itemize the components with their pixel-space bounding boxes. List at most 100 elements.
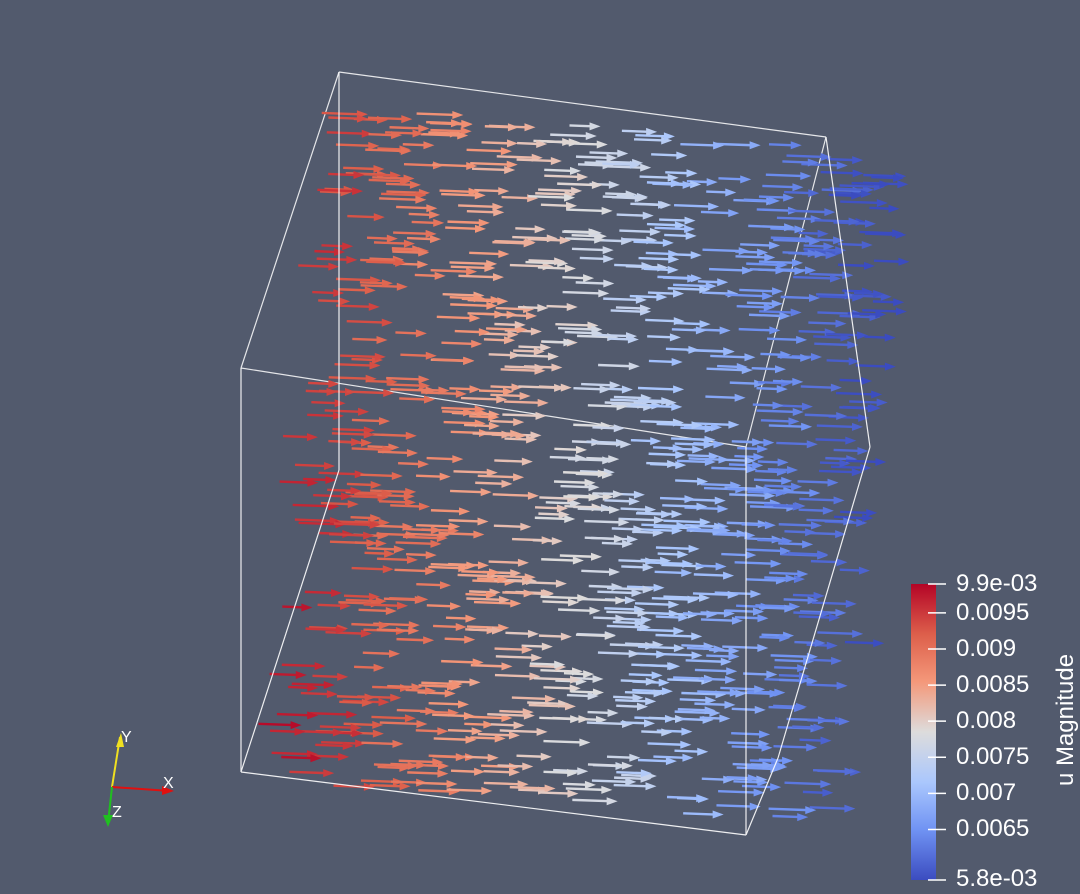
vector-arrow	[837, 241, 873, 250]
axis-z-arrowhead	[103, 815, 113, 827]
vector-arrow	[430, 267, 478, 276]
vector-arrow	[354, 539, 387, 548]
vector-arrow	[673, 282, 717, 291]
vector-arrow	[835, 390, 883, 399]
vector-arrow	[799, 736, 832, 745]
vector-arrow	[758, 604, 796, 613]
vector-arrow	[783, 596, 819, 605]
vector-arrow	[820, 169, 864, 178]
vector-arrow	[490, 573, 536, 582]
vector-arrow	[720, 685, 766, 694]
vector-arrow	[453, 468, 498, 477]
vector-arrow	[716, 802, 761, 811]
vector-arrow	[646, 221, 686, 230]
vector-arrow	[562, 274, 595, 283]
vector-arrow	[352, 335, 388, 344]
vector-arrow	[621, 563, 654, 572]
vector-arrow	[648, 450, 687, 459]
vector-arrow	[560, 483, 600, 492]
vector-arrow	[279, 478, 319, 487]
vector-arrow	[770, 225, 806, 234]
vector-arrow	[699, 714, 731, 723]
vector-arrow	[637, 644, 685, 653]
vector-arrow	[598, 362, 640, 371]
vector-arrow	[314, 248, 346, 257]
vector-arrow	[411, 218, 445, 227]
vector-arrow	[430, 507, 471, 516]
vector-arrow	[360, 471, 403, 480]
vector-arrow	[748, 311, 791, 320]
vector-arrow	[428, 564, 470, 573]
vector-arrow	[436, 314, 481, 323]
vector-arrow	[618, 516, 665, 525]
vector-arrow	[793, 609, 832, 618]
vector-arrow	[317, 601, 352, 610]
vector-arrow	[571, 246, 614, 255]
vector-arrow	[481, 139, 519, 148]
vector-arrow	[566, 206, 613, 215]
vector-arrow	[394, 567, 437, 576]
vector-arrow	[734, 614, 769, 623]
vector-arrow	[458, 273, 504, 282]
vector-arrow	[541, 338, 575, 347]
vector-arrow	[373, 239, 415, 248]
vector-arrow	[577, 505, 621, 514]
vector-arrow	[340, 352, 386, 361]
vector-arrow	[847, 310, 887, 319]
vector-arrow	[799, 496, 845, 505]
vector-arrow	[774, 664, 809, 673]
vector-arrow	[873, 257, 910, 266]
vector-arrow	[826, 156, 864, 165]
vector-arrow	[696, 562, 727, 571]
vector-arrow	[637, 757, 677, 766]
vector-arrow	[541, 556, 584, 565]
vector-arrow	[621, 127, 658, 136]
vector-arrow	[318, 297, 351, 306]
vector-arrow	[553, 478, 596, 487]
vector-arrow	[563, 493, 600, 502]
vector-arrow	[753, 476, 793, 485]
vector-arrow	[304, 588, 343, 597]
vector-arrow	[461, 568, 500, 577]
vector-arrow	[575, 279, 615, 288]
vector-arrow	[321, 242, 354, 251]
vector-arrow	[654, 568, 693, 577]
vector-arrow	[641, 728, 673, 737]
vector-arrow	[640, 556, 672, 565]
vector-arrow	[837, 261, 875, 270]
vector-arrow	[572, 797, 618, 806]
vector-arrow	[758, 193, 795, 202]
vector-arrow	[566, 692, 599, 701]
vector-arrow	[665, 169, 698, 178]
vector-arrow	[701, 775, 735, 784]
vector-arrow	[338, 286, 376, 295]
vector-arrow	[543, 768, 579, 777]
vector-arrow	[442, 119, 473, 128]
vector-arrow	[472, 430, 513, 439]
vector-arrow	[499, 708, 534, 717]
vector-arrow	[542, 598, 580, 607]
vector-arrow	[700, 209, 740, 218]
vector-arrow	[528, 257, 566, 266]
vector-arrow	[613, 693, 644, 702]
vector-arrow	[616, 769, 652, 778]
vector-arrow	[395, 539, 442, 548]
vector-arrow	[393, 229, 437, 238]
vector-arrow	[447, 727, 483, 736]
vector-arrow	[729, 379, 766, 388]
vector-arrow	[667, 285, 711, 294]
vector-arrow	[606, 609, 649, 618]
vector-arrow	[364, 549, 396, 558]
vector-arrow	[770, 652, 818, 661]
vector-arrow	[647, 333, 681, 342]
vector-arrow	[539, 715, 582, 724]
vector-arrow	[513, 347, 545, 356]
vector-arrow	[814, 217, 860, 226]
vector-arrow	[772, 813, 809, 822]
vector-arrow	[470, 662, 513, 671]
vector-arrow	[741, 783, 782, 792]
vector-arrow	[727, 486, 775, 495]
vector-arrow	[705, 393, 746, 402]
vector-arrow	[396, 204, 438, 213]
